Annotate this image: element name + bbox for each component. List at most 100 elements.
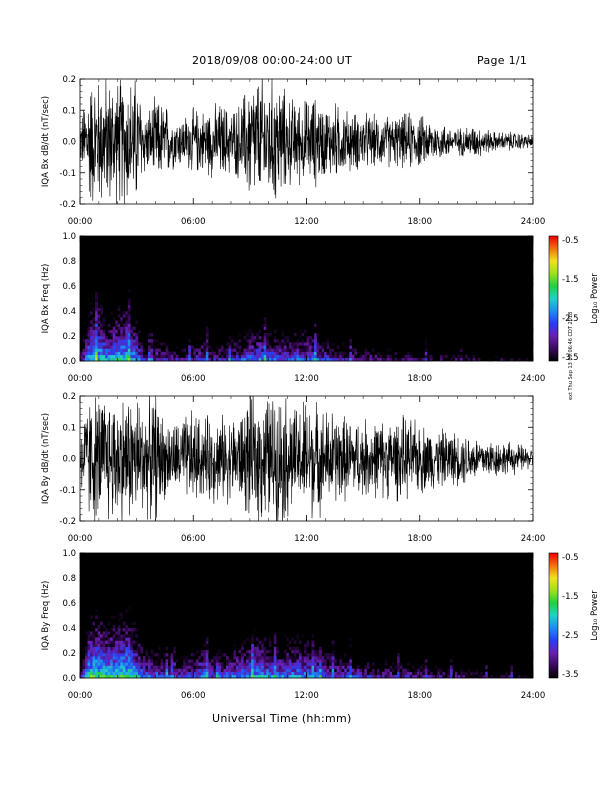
spectrogram-cell	[281, 665, 285, 669]
spectrogram-cell	[477, 314, 481, 318]
spectrogram-cell	[112, 289, 116, 293]
spectrogram-cell	[85, 339, 88, 343]
spectrogram-cell	[278, 656, 282, 660]
spectrogram-cell	[500, 261, 504, 265]
spectrogram-cell	[135, 649, 139, 654]
spectrogram-cell	[329, 674, 332, 679]
spectrogram-cell	[193, 307, 197, 312]
spectrogram-cell	[366, 282, 370, 287]
spectrogram-cell	[248, 336, 252, 340]
spectrogram-cell	[120, 326, 124, 331]
spectrogram-cell	[422, 311, 426, 315]
spectrogram-cell	[120, 239, 124, 243]
spectrogram-cell	[150, 332, 154, 337]
spectrogram-cell	[399, 314, 403, 318]
spectrogram-cell	[115, 628, 119, 632]
spectrogram-cell	[376, 320, 380, 324]
spectrogram-cell	[115, 581, 119, 585]
spectrogram-cell	[502, 295, 506, 299]
spectrogram-cell	[80, 618, 83, 623]
spectrogram-cell	[117, 587, 121, 591]
spectrogram-cell	[175, 565, 179, 569]
spectrogram-cell	[309, 665, 312, 669]
spectrogram-cell	[127, 628, 131, 632]
spectrogram-cell	[361, 339, 365, 343]
spectrogram-cell	[522, 317, 526, 321]
spectrogram-cell	[208, 342, 212, 346]
spectrogram-cell	[137, 354, 141, 359]
spectrogram-cell	[427, 336, 431, 340]
spectrogram-cell	[122, 311, 126, 315]
spectrogram-cell	[127, 267, 131, 271]
spectrogram-cell	[180, 329, 184, 334]
spectrogram-cell	[354, 323, 358, 327]
spectrogram-cell	[193, 653, 197, 657]
spectrogram-cell	[492, 314, 496, 318]
spectrogram-cell	[427, 267, 431, 271]
spectrogram-cell	[105, 631, 108, 635]
spectrogram-cell	[303, 609, 307, 613]
spectrogram-cell	[95, 609, 98, 613]
spectrogram-cell	[349, 314, 353, 318]
spectrogram-cell	[256, 609, 259, 613]
spectrogram-cell	[135, 624, 139, 629]
spectrogram-cell	[87, 574, 91, 579]
spectrogram-cell	[193, 351, 197, 356]
spectrogram-cell	[210, 621, 214, 626]
spectrogram-cell	[225, 236, 229, 240]
spectrogram-cell	[92, 286, 96, 290]
spectrogram-cell	[258, 662, 262, 666]
spectrogram-cell	[261, 662, 265, 666]
spectrogram-cell	[462, 317, 466, 321]
spectrogram-cell	[402, 314, 405, 318]
spectrogram-cell	[205, 273, 209, 277]
spectrogram-cell	[110, 656, 114, 660]
spectrogram-cell	[140, 609, 144, 613]
spectrogram-cell	[241, 668, 244, 673]
spectrogram-cell	[434, 264, 438, 268]
spectrogram-cell	[203, 267, 207, 271]
spectrogram-cell	[419, 236, 423, 240]
spectrogram-cell	[85, 292, 88, 296]
spectrogram-cell	[490, 357, 494, 362]
spectrogram-cell	[120, 267, 124, 271]
spectrogram-cell	[112, 562, 116, 566]
spectrogram-cell	[291, 574, 295, 579]
spectrogram-cell	[344, 348, 348, 352]
spectrogram-cell	[208, 339, 212, 343]
spectrogram-cell	[454, 317, 458, 321]
spectrogram-cell	[130, 621, 134, 626]
spectrogram-cell	[213, 662, 217, 666]
spectrogram-cell	[419, 273, 423, 277]
spectrogram-cell	[233, 292, 237, 296]
spectrogram-cell	[220, 317, 224, 321]
spectrogram-cell	[331, 342, 335, 346]
spectrogram-cell	[173, 621, 176, 626]
spectrogram-cell	[205, 590, 209, 594]
spectrogram-cell	[326, 289, 330, 293]
spectrogram-cell	[248, 624, 252, 629]
spectrogram-cell	[195, 587, 199, 591]
spectrogram-cell	[225, 668, 229, 673]
spectrogram-cell	[253, 292, 257, 296]
spectrogram-cell	[379, 298, 383, 302]
spectrogram-cell	[137, 286, 141, 290]
spectrogram-cell	[165, 354, 169, 359]
spectrogram-cell	[97, 257, 101, 262]
spectrogram-cell	[178, 671, 181, 676]
spectrogram-cell	[296, 637, 300, 641]
spectrogram-cell	[90, 643, 93, 648]
spectrogram-cell	[452, 348, 456, 352]
spectrogram-cell	[316, 251, 320, 256]
spectrogram-cell	[215, 342, 219, 346]
spectrogram-cell	[140, 659, 144, 663]
spectrogram-cell	[278, 342, 282, 346]
spectrogram-cell	[261, 659, 265, 663]
spectrogram-cell	[95, 345, 98, 349]
panel-frame	[79, 235, 534, 362]
spectrogram-cell	[122, 668, 126, 673]
spectrogram-cell	[195, 342, 199, 346]
spectrogram-cell	[470, 329, 473, 334]
spectrogram-cell	[180, 357, 184, 362]
spectrogram-cell	[117, 612, 121, 616]
